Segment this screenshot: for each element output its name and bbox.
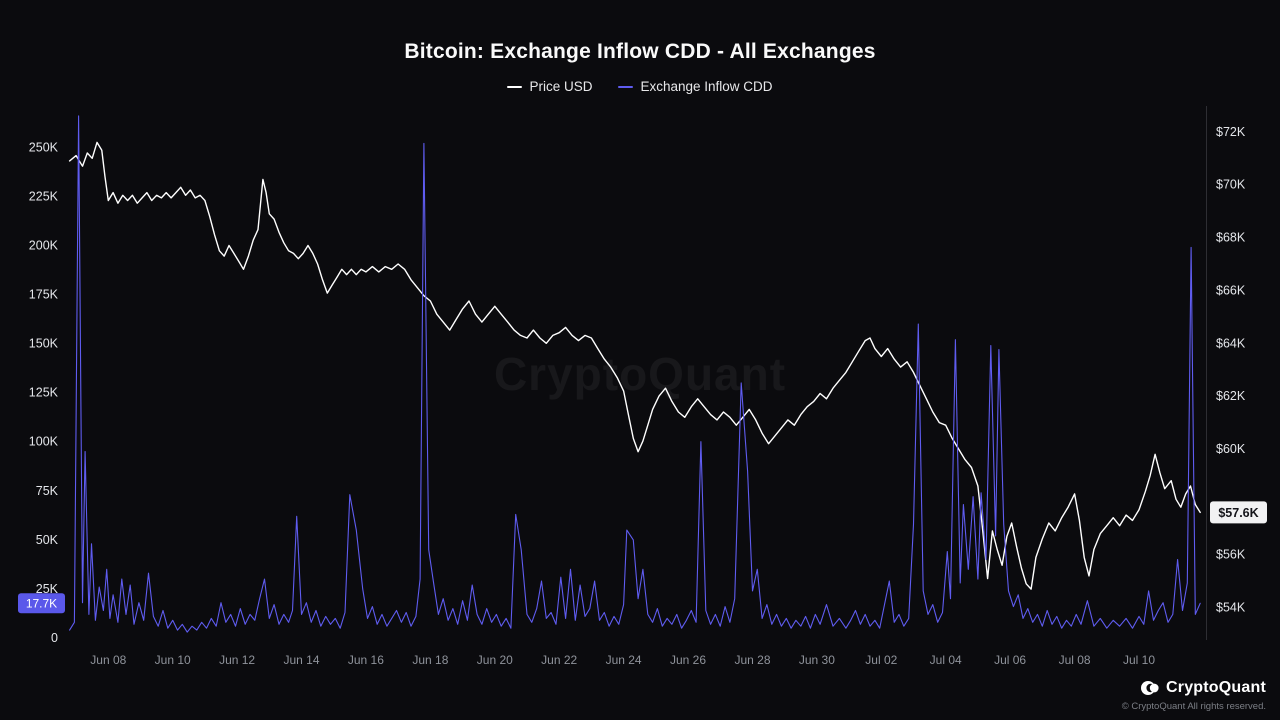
x-tick-label: Jun 16 (348, 653, 384, 667)
x-tick-label: Jul 10 (1123, 653, 1155, 667)
right-tick-label: $64K (1216, 336, 1246, 350)
price-line-swatch (507, 85, 523, 88)
copyright-text: © CryptoQuant All rights reserved. (1121, 701, 1266, 712)
left-tick-label: 250K (29, 140, 59, 154)
x-tick-label: Jun 24 (606, 653, 642, 667)
price-current-value: $57.6K (1218, 506, 1258, 520)
chart-title: Bitcoin: Exchange Inflow CDD - All Excha… (404, 40, 876, 63)
price-line (68, 141, 1201, 590)
left-tick-label: 25K (36, 582, 59, 596)
legend-label-price: Price USD (529, 79, 593, 94)
legend-item-cdd[interactable]: Exchange Inflow CDD (618, 79, 773, 94)
left-tick-label: 200K (29, 239, 59, 253)
right-tick-label: $72K (1216, 125, 1246, 139)
right-tick-label: $70K (1216, 178, 1246, 192)
x-tick-label: Jun 08 (90, 653, 126, 667)
x-tick-label: Jul 06 (994, 653, 1026, 667)
left-tick-label: 125K (29, 386, 59, 400)
cdd-current-value: 17.7K (26, 596, 57, 610)
x-tick-label: Jun 20 (477, 653, 513, 667)
x-tick-label: Jul 02 (865, 653, 897, 667)
right-tick-label: $60K (1216, 442, 1246, 456)
x-tick-label: Jul 08 (1059, 653, 1091, 667)
right-tick-label: $66K (1216, 283, 1246, 297)
cdd-line-swatch (618, 85, 634, 88)
cdd-line (69, 115, 1201, 633)
cdd-current-badge (18, 593, 65, 614)
right-tick-label: $54K (1216, 601, 1246, 615)
right-tick-label: $68K (1216, 231, 1246, 245)
left-tick-label: 50K (36, 533, 59, 547)
x-tick-label: Jun 10 (155, 653, 191, 667)
left-tick-label: 75K (36, 484, 59, 498)
x-tick-label: Jul 04 (930, 653, 962, 667)
x-tick-label: Jun 12 (219, 653, 255, 667)
left-tick-label: 0 (51, 631, 58, 645)
x-tick-label: Jun 14 (283, 653, 319, 667)
left-tick-label: 225K (29, 189, 59, 203)
x-tick-label: Jun 26 (670, 653, 706, 667)
x-tick-label: Jun 30 (799, 653, 835, 667)
left-tick-label: 100K (29, 435, 59, 449)
x-tick-label: Jun 22 (541, 653, 577, 667)
cryptoquant-logo-icon (1140, 678, 1160, 698)
left-tick-label: 150K (29, 337, 59, 351)
right-tick-label: $56K (1216, 548, 1246, 562)
legend-item-price[interactable]: Price USD (507, 79, 592, 94)
x-tick-label: Jun 28 (734, 653, 770, 667)
legend-label-cdd: Exchange Inflow CDD (640, 79, 773, 94)
legend: Price USD Exchange Inflow CDD (0, 79, 1280, 94)
x-tick-label: Jun 18 (412, 653, 448, 667)
footer-brand: CryptoQuant © CryptoQuant All rights res… (1122, 678, 1266, 712)
right-tick-label: $62K (1216, 389, 1246, 403)
price-current-badge (1210, 501, 1267, 524)
left-tick-label: 175K (29, 288, 59, 302)
brand-name: CryptoQuant (1166, 679, 1266, 696)
